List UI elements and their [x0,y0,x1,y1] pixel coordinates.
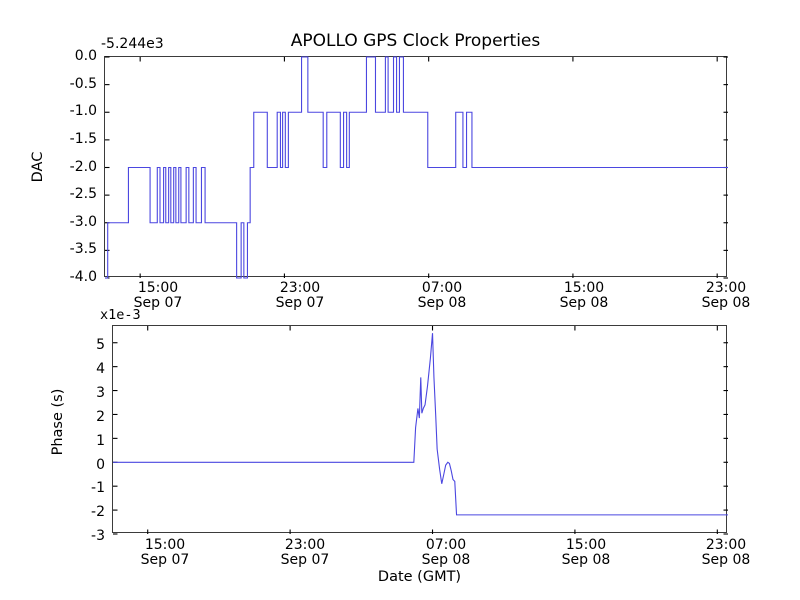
bottom-xtick-time: 15:00 [145,537,185,553]
bottom-xtick-date: Sep 07 [281,553,330,568]
bottom-xtick-date: Sep 07 [141,553,190,568]
bottom-xtick-label: 07:00 Sep 08 [422,538,471,568]
top-xtick-label: 23:00 Sep 07 [276,281,325,311]
top-xtick-time: 15:00 [138,280,178,296]
top-xtick-date: Sep 08 [702,296,751,311]
top-xtick-date: Sep 07 [134,296,183,311]
bottom-ytick-label: 1 [62,433,105,449]
bottom-xtick-date: Sep 08 [562,553,611,568]
bottom-axis-xlabel: Date (GMT) [112,569,727,585]
top-ytick-label: -2.0 [54,159,97,175]
top-ytick-label: -3.5 [54,241,97,257]
top-xtick-date: Sep 08 [560,296,609,311]
top-xtick-label: 07:00 Sep 08 [418,281,467,311]
top-xtick-label: 15:00 Sep 08 [560,281,609,311]
bottom-ytick-label: 5 [62,337,105,353]
top-xtick-time: 15:00 [564,280,604,296]
bottom-ytick-label: -1 [62,480,105,496]
figure-canvas: APOLLO GPS Clock Properties -5.244e3 DAC… [0,0,800,600]
bottom-ytick-label: 4 [62,361,105,377]
top-xtick-date: Sep 07 [276,296,325,311]
top-ytick-label: -2.5 [54,186,97,202]
dac-plot-svg [105,57,728,278]
bottom-ytick-label: -3 [62,528,105,544]
bottom-ytick-label: 2 [62,409,105,425]
top-ytick-label: 0.0 [54,48,97,64]
bottom-xtick-date: Sep 08 [702,553,751,568]
bottom-xtick-time: 23:00 [285,537,325,553]
top-xtick-date: Sep 08 [418,296,467,311]
top-ytick-label: -4.0 [54,269,97,285]
bottom-xtick-label: 15:00 Sep 07 [141,538,190,568]
bottom-xtick-label: 23:00 Sep 07 [281,538,330,568]
top-ytick-label: -3.0 [54,214,97,230]
bottom-xtick-time: 15:00 [566,537,606,553]
bottom-ytick-label: -2 [62,504,105,520]
chart-title: APOLLO GPS Clock Properties [104,31,727,51]
top-ytick-label: -1.5 [54,131,97,147]
bottom-xtick-time: 23:00 [706,537,746,553]
top-ytick-label: -0.5 [54,76,97,92]
bottom-ytick-label: 3 [62,385,105,401]
bottom-xtick-date: Sep 08 [422,553,471,568]
top-xtick-time: 23:00 [280,280,320,296]
top-xtick-time: 23:00 [706,280,746,296]
top-xtick-label: 15:00 Sep 07 [134,281,183,311]
dac-plot-area[interactable] [104,56,727,277]
top-xtick-time: 07:00 [422,280,462,296]
top-axis-ylabel: DAC [30,122,46,212]
bottom-axis-offset-text: x1e-3 [100,307,141,323]
top-axis-offset-text: -5.244e3 [101,36,164,52]
bottom-xtick-label: 23:00 Sep 08 [702,538,751,568]
top-xtick-label: 23:00 Sep 08 [702,281,751,311]
bottom-xtick-label: 15:00 Sep 08 [562,538,611,568]
phase-plot-area[interactable] [112,325,727,533]
phase-plot-svg [113,326,728,534]
bottom-xtick-time: 07:00 [426,537,466,553]
bottom-ytick-label: 0 [62,457,105,473]
top-ytick-label: -1.0 [54,103,97,119]
